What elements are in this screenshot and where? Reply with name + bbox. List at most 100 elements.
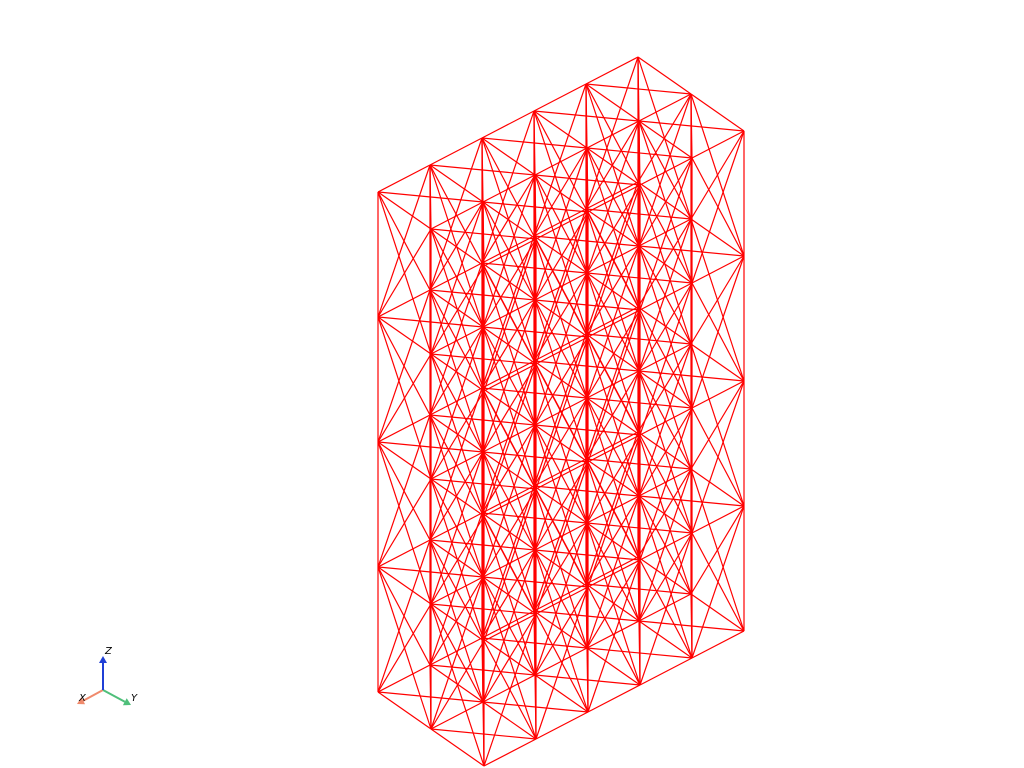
- mesh-edge: [430, 701, 484, 730]
- orientation-axes-widget: X Y Z: [77, 646, 138, 706]
- tetrahedral-mesh-wireframe: [377, 56, 745, 767]
- mesh-edge: [429, 137, 483, 166]
- mesh-edge: [377, 164, 431, 193]
- mesh-edge: [586, 147, 640, 247]
- mesh-edge: [639, 434, 693, 534]
- mesh-edge: [482, 326, 485, 517]
- mesh-edge: [481, 387, 535, 487]
- mesh-edge: [639, 309, 693, 409]
- mesh-edge: [377, 664, 431, 693]
- mesh-edge: [637, 181, 640, 372]
- mesh-edge: [482, 201, 536, 301]
- mesh-edge: [429, 539, 483, 639]
- mesh-edge: [481, 137, 535, 237]
- mesh-edge: [585, 458, 639, 558]
- mesh-edge: [533, 235, 536, 426]
- mesh-edge: [429, 326, 484, 416]
- mesh-edge: [690, 505, 745, 595]
- mesh-edge: [638, 120, 641, 311]
- mesh-edge: [585, 458, 588, 649]
- mesh-edge: [483, 738, 537, 767]
- mesh-edge: [638, 495, 692, 595]
- mesh-edge: [533, 272, 588, 362]
- mesh-edge: [534, 549, 588, 649]
- mesh-edge: [587, 586, 641, 686]
- mesh-edge: [585, 56, 639, 85]
- mesh-edge: [481, 512, 484, 703]
- mesh-edge: [430, 228, 484, 328]
- mesh-edge: [377, 441, 431, 541]
- mesh-edge: [534, 549, 537, 740]
- x-axis-arrow-icon: [77, 689, 104, 705]
- mesh-edge: [533, 360, 587, 460]
- mesh-edge: [637, 468, 692, 558]
- mesh-edge: [586, 647, 641, 686]
- mesh-edge: [429, 164, 483, 264]
- mesh-edge: [483, 640, 537, 740]
- mesh-edge: [639, 559, 693, 659]
- mesh-edge: [377, 191, 432, 230]
- mesh-edge: [481, 137, 484, 328]
- mesh-edge: [482, 613, 537, 703]
- mesh-edge: [481, 549, 536, 639]
- mesh-edge: [481, 262, 484, 453]
- mesh-edge: [533, 522, 588, 612]
- z-axis-label: Z: [104, 646, 113, 657]
- mesh-edge: [377, 316, 432, 355]
- mesh-edge: [690, 343, 693, 534]
- mesh-edge: [481, 387, 484, 578]
- mesh-edge: [639, 657, 693, 686]
- mesh-edge: [586, 397, 589, 588]
- mesh-edge: [638, 157, 693, 247]
- mesh-edge: [637, 56, 692, 95]
- mesh-edge: [534, 299, 588, 399]
- mesh-edge: [482, 326, 536, 426]
- mesh-edge: [638, 407, 693, 497]
- mesh-edge: [585, 83, 588, 274]
- mesh-edge: [482, 576, 485, 767]
- mesh-edge: [535, 711, 589, 740]
- mesh-edge: [638, 245, 692, 345]
- mesh-edge: [637, 56, 640, 247]
- mesh-edge: [534, 586, 589, 676]
- mesh-edge: [481, 262, 535, 362]
- mesh-edge: [482, 238, 537, 328]
- mesh-edge: [482, 451, 485, 642]
- mesh-edge: [377, 316, 431, 416]
- mesh-edge: [691, 157, 745, 257]
- mesh-edge: [377, 414, 431, 443]
- y-axis-shaft: [102, 689, 126, 703]
- y-axis-arrow-icon: [102, 689, 131, 706]
- mesh-edge: [533, 147, 588, 237]
- mesh-edge: [587, 684, 641, 713]
- mesh-edge: [639, 184, 693, 284]
- mesh-edge: [690, 593, 745, 632]
- mesh-edge: [482, 363, 537, 453]
- mesh-edge: [638, 495, 641, 686]
- mesh-edge: [430, 390, 485, 480]
- mesh-edge: [690, 93, 745, 132]
- mesh-edge: [586, 272, 640, 372]
- mesh-edge: [585, 333, 639, 433]
- mesh-edge: [377, 228, 432, 318]
- mesh-edge: [691, 255, 745, 284]
- mesh-edge: [534, 174, 588, 274]
- mesh-edge: [377, 603, 432, 693]
- mesh-edge: [691, 407, 745, 507]
- mesh-edge: [585, 370, 640, 460]
- mesh-edge: [533, 397, 588, 487]
- mesh-edge: [585, 333, 588, 524]
- mesh-edge: [638, 370, 641, 561]
- mesh-edge: [586, 397, 640, 497]
- mesh-edge: [690, 93, 693, 284]
- mesh-edge: [690, 468, 693, 659]
- mesh-edge: [585, 245, 640, 335]
- mesh-edge: [533, 110, 536, 301]
- z-axis-arrow-icon: [99, 656, 107, 690]
- mesh-edge: [691, 130, 745, 159]
- mesh-edge: [637, 343, 692, 433]
- mesh-edge: [534, 174, 537, 365]
- mesh-edge: [690, 343, 745, 382]
